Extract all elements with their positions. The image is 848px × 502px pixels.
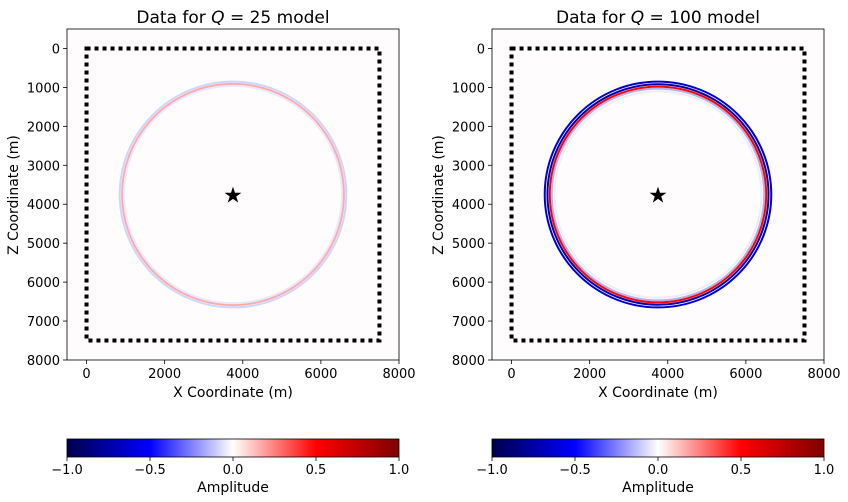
colorbar: [492, 439, 824, 457]
y-tick-label: 0: [52, 42, 60, 57]
x-tick-label: 2000: [148, 367, 181, 382]
y-tick-label: 5000: [27, 237, 60, 252]
colorbar-tick-label: 0.5: [731, 463, 752, 478]
x-tick-label: 0: [507, 367, 515, 382]
chart-panel-q100: Data for Q = 100 model ★ 0 2000 4000 6000 80…: [431, 8, 841, 496]
colorbar: [67, 439, 399, 457]
x-tick-label: 6000: [304, 367, 337, 382]
x-tick-label: 8000: [382, 367, 415, 382]
y-tick-label: 8000: [27, 354, 60, 369]
x-tick-label: 8000: [807, 367, 840, 382]
colorbar-tick-label: 0.5: [306, 463, 327, 478]
source-star: ★: [648, 184, 668, 209]
y-tick-label: 3000: [452, 159, 485, 174]
colorbar-tick-label: −0.5: [134, 463, 166, 478]
y-axis-label: Z Coordinate (m): [431, 135, 447, 255]
source-star: ★: [223, 184, 243, 209]
y-tick-label: 3000: [27, 159, 60, 174]
x-tick-label: 6000: [729, 367, 762, 382]
x-tick-label: 0: [82, 367, 90, 382]
y-ticks: 0 1000 2000 3000 4000 5000 6000 7000 8000: [27, 42, 67, 369]
y-tick-label: 1000: [452, 81, 485, 96]
y-tick-label: 4000: [27, 198, 60, 213]
y-tick-label: 0: [477, 42, 485, 57]
colorbar-tick-label: 0.0: [223, 463, 244, 478]
x-tick-label: 4000: [651, 367, 684, 382]
y-tick-label: 6000: [452, 276, 485, 291]
y-tick-label: 1000: [27, 81, 60, 96]
colorbar-ticks: −1.0 −0.5 0.0 0.5 1.0: [476, 457, 834, 478]
x-tick-label: 4000: [226, 367, 259, 382]
colorbar-ticks: −1.0 −0.5 0.0 0.5 1.0: [51, 457, 409, 478]
colorbar-tick-label: 1.0: [814, 463, 835, 478]
y-ticks: 0 1000 2000 3000 4000 5000 6000 7000 8000: [452, 42, 492, 369]
x-axis-label: X Coordinate (m): [173, 385, 293, 401]
y-tick-label: 8000: [452, 354, 485, 369]
chart-title: Data for Q = 25 model: [136, 8, 329, 28]
x-axis-label: X Coordinate (m): [598, 385, 718, 401]
y-axis-label: Z Coordinate (m): [6, 135, 22, 255]
y-tick-label: 2000: [27, 120, 60, 135]
colorbar-tick-label: −0.5: [559, 463, 591, 478]
x-ticks: 0 2000 4000 6000 8000: [507, 360, 840, 382]
colorbar-tick-label: −1.0: [476, 463, 508, 478]
y-tick-label: 5000: [452, 237, 485, 252]
colorbar-label: Amplitude: [197, 480, 269, 496]
y-tick-label: 7000: [452, 315, 485, 330]
chart-title: Data for Q = 100 model: [556, 8, 760, 28]
colorbar-tick-label: 0.0: [648, 463, 669, 478]
figure: Data for Q = 25 model ★ 0 2000 4000 6000 800…: [0, 0, 848, 502]
colorbar-tick-label: −1.0: [51, 463, 83, 478]
y-tick-label: 2000: [452, 120, 485, 135]
y-tick-label: 6000: [27, 276, 60, 291]
x-ticks: 0 2000 4000 6000 8000: [82, 360, 415, 382]
chart-panel-q25: Data for Q = 25 model ★ 0 2000 4000 6000 800…: [6, 8, 416, 496]
x-tick-label: 2000: [573, 367, 606, 382]
y-tick-label: 4000: [452, 198, 485, 213]
colorbar-label: Amplitude: [622, 480, 694, 496]
y-tick-label: 7000: [27, 315, 60, 330]
colorbar-tick-label: 1.0: [389, 463, 410, 478]
